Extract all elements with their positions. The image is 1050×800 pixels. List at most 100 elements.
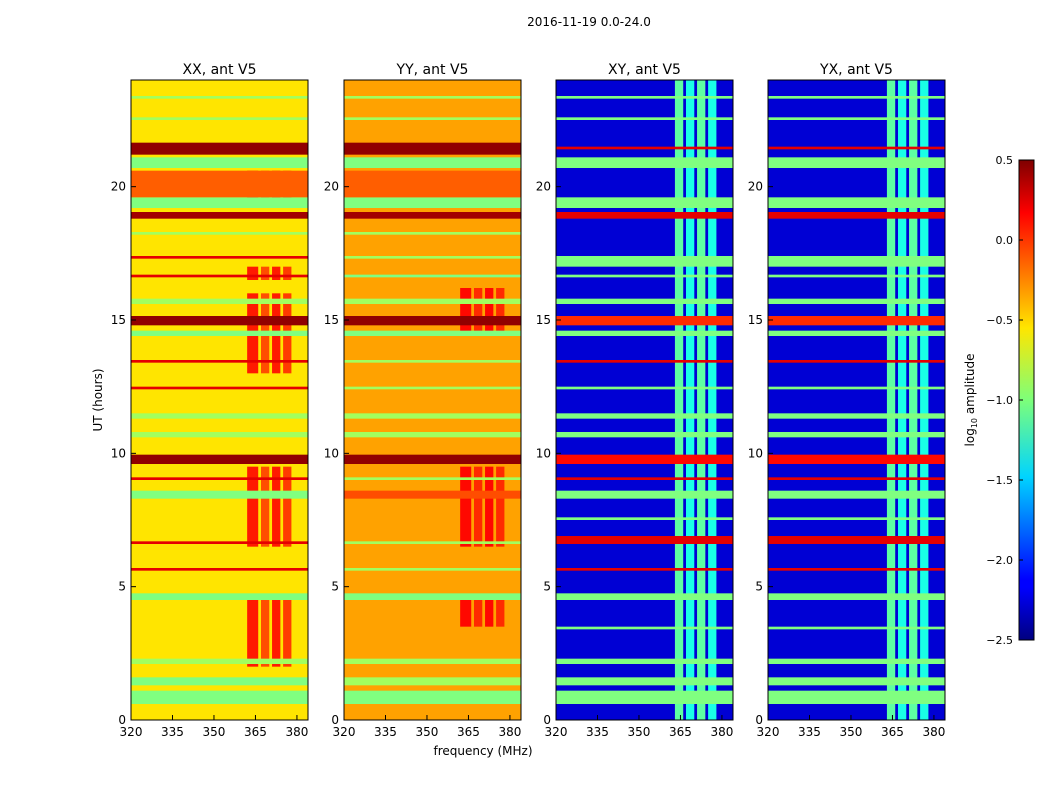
x-tick-label: 320 (333, 725, 356, 739)
heatmap-band (556, 117, 733, 120)
y-tick-label: 5 (755, 580, 763, 594)
y-tick-label: 20 (748, 180, 763, 194)
x-tick-label: 350 (203, 725, 226, 739)
x-tick-label: 350 (628, 725, 651, 739)
heatmap-band (344, 360, 521, 363)
x-tick-label: 350 (840, 725, 863, 739)
heatmap-band (768, 212, 945, 219)
heatmap-band (556, 386, 733, 390)
heatmap-rfi-column (496, 288, 505, 334)
colorbar-tick-label: 0.5 (996, 154, 1014, 167)
x-tick-label: 365 (881, 725, 904, 739)
heatmap-band (556, 298, 733, 304)
heatmap-band (556, 212, 733, 219)
heatmap-rfi-column (460, 288, 472, 334)
heatmap-band (556, 316, 733, 326)
heatmap-band (344, 477, 521, 480)
heatmap-rfi-column (496, 466, 505, 547)
heatmap-band (344, 157, 521, 168)
heatmap-band (131, 117, 308, 120)
y-tick-label: 15 (536, 313, 551, 327)
heatmap-band (344, 117, 521, 120)
heatmap-band (344, 658, 521, 664)
panel-title: YX, ant V5 (819, 62, 893, 78)
heatmap-band (131, 413, 308, 419)
heatmap-background (556, 80, 733, 720)
colorbar-tick-label: −1.5 (986, 474, 1013, 487)
heatmap-band (131, 454, 308, 464)
heatmap-band (768, 386, 945, 390)
heatmap-rfi-column (260, 600, 270, 667)
panel-title: XX, ant V5 (183, 62, 257, 78)
heatmap-band (768, 536, 945, 544)
y-tick-label: 10 (536, 446, 551, 460)
heatmap-band (768, 432, 945, 438)
y-tick-label: 5 (331, 580, 339, 594)
heatmap-band (556, 360, 733, 363)
y-tick-label: 5 (543, 580, 551, 594)
heatmap-band (344, 413, 521, 419)
heatmap-band (556, 454, 733, 464)
heatmap-band (556, 96, 733, 99)
heatmap-band (131, 677, 308, 686)
heatmap-band (556, 330, 733, 336)
y-tick-label: 5 (118, 580, 126, 594)
x-tick-label: 365 (244, 725, 267, 739)
heatmap-band (131, 386, 308, 390)
heatmap-rfi-column (485, 600, 494, 627)
heatmap-band (768, 117, 945, 120)
heatmap-rfi-column (674, 80, 684, 720)
heatmap-band (768, 626, 945, 630)
panel-1: YY, ant V5 320 335 350 365 380 0 5 10 15 20 (324, 62, 522, 739)
heatmap-band (344, 568, 521, 571)
heatmap-rfi-column (283, 466, 292, 547)
x-tick-label: 335 (161, 725, 184, 739)
heatmap-band (556, 593, 733, 600)
heatmap-band (131, 477, 308, 480)
heatmap-band (768, 298, 945, 304)
heatmap-rfi-column (485, 288, 494, 334)
heatmap-band (131, 541, 308, 544)
y-axis-label: UT (hours) (91, 368, 105, 431)
x-tick-label: 365 (457, 725, 480, 739)
heatmap-band (131, 316, 308, 326)
heatmap-band (344, 256, 521, 259)
heatmap-band (131, 658, 308, 664)
x-tick-label: 365 (669, 725, 692, 739)
heatmap-band (556, 274, 733, 278)
colorbar-tick-label: 0.0 (996, 234, 1014, 247)
heatmap-band (131, 256, 308, 259)
heatmap-band (768, 568, 945, 571)
heatmap-band (344, 316, 521, 326)
panel-frame (767, 79, 946, 721)
x-axis-label: frequency (MHz) (433, 744, 532, 758)
x-tick-label: 320 (545, 725, 568, 739)
heatmap-band (556, 536, 733, 544)
x-tick-label: 380 (922, 725, 945, 739)
heatmap-band (556, 432, 733, 438)
heatmap-band (344, 96, 521, 99)
heatmap-band (768, 677, 945, 686)
heatmap-rfi-column (473, 288, 483, 334)
heatmap-band (131, 593, 308, 600)
heatmap-band (768, 157, 945, 168)
heatmap-band (131, 568, 308, 571)
heatmap-band (344, 593, 521, 600)
heatmap-band (768, 593, 945, 600)
heatmap-rfi-column (247, 466, 259, 547)
heatmap-band (768, 517, 945, 520)
heatmap-rfi-column (283, 600, 292, 667)
heatmap-rfi-column (697, 80, 706, 720)
heatmap-band (768, 658, 945, 664)
heatmap-band (556, 658, 733, 664)
heatmap-band (131, 96, 308, 99)
heatmap-band (131, 142, 308, 155)
heatmap-band (556, 157, 733, 168)
heatmap-band (768, 490, 945, 499)
panel-title: YY, ant V5 (396, 62, 469, 78)
heatmap-band (556, 490, 733, 499)
panel-frame (130, 79, 309, 721)
y-tick-label: 10 (111, 446, 126, 460)
heatmap-rfi-column (272, 266, 281, 280)
heatmap-band (768, 330, 945, 336)
